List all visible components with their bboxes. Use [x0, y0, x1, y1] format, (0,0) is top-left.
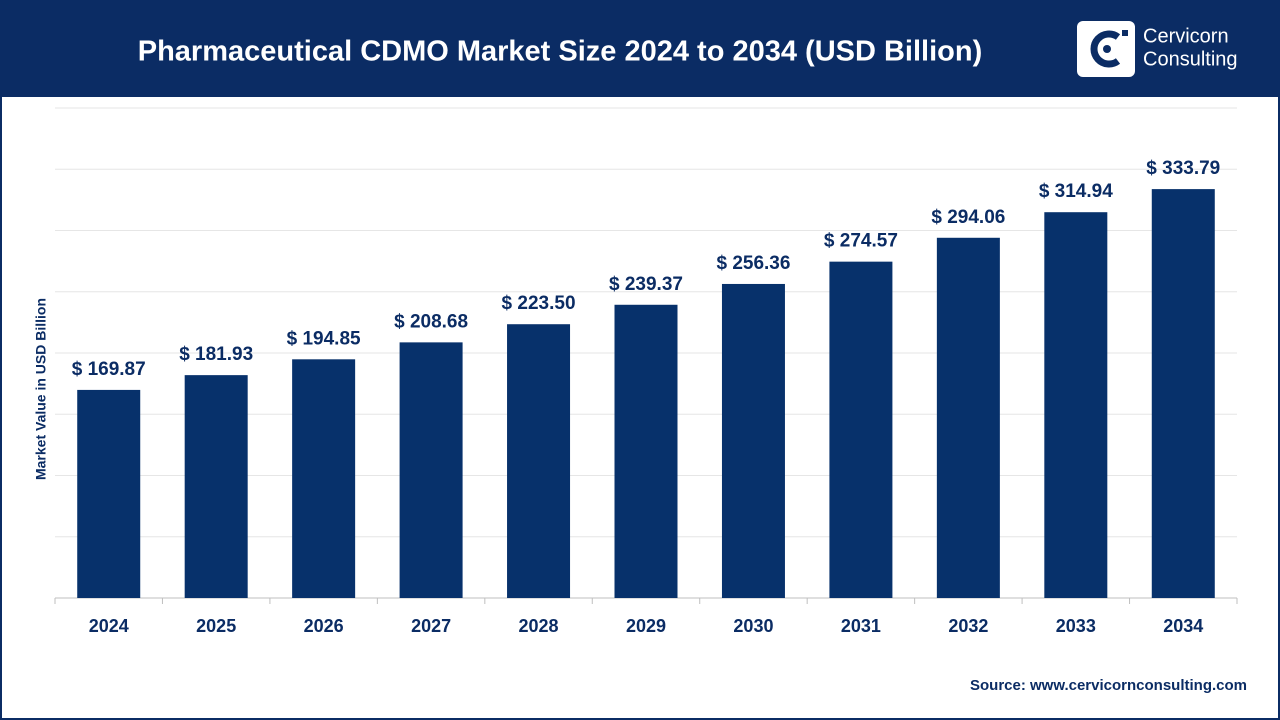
- value-label: $ 294.06: [931, 207, 1005, 228]
- x-tick-label: 2034: [1163, 616, 1203, 636]
- value-label: $ 181.93: [179, 344, 253, 365]
- value-label: $ 239.37: [609, 274, 683, 295]
- x-tick-label: 2029: [626, 616, 666, 636]
- bar: [1044, 212, 1108, 599]
- value-label: $ 256.36: [716, 253, 790, 274]
- x-tick-label: 2030: [733, 616, 773, 636]
- value-label: $ 194.85: [287, 328, 361, 349]
- bar: [184, 375, 248, 598]
- bar: [721, 283, 785, 598]
- bar: [614, 304, 678, 598]
- bar: [1151, 189, 1215, 599]
- value-label: $ 223.50: [502, 293, 576, 314]
- value-label: $ 314.94: [1039, 181, 1113, 202]
- header-band: [0, 0, 1280, 97]
- x-tick-label: 2031: [841, 616, 881, 636]
- logo-text: Cervicorn: [1143, 25, 1229, 47]
- value-label: $ 169.87: [72, 359, 146, 380]
- x-tick-label: 2026: [304, 616, 344, 636]
- value-label: $ 333.79: [1146, 158, 1220, 179]
- bar: [292, 359, 356, 598]
- x-tick-label: 2027: [411, 616, 451, 636]
- x-tick-label: 2033: [1056, 616, 1096, 636]
- x-tick-label: 2032: [948, 616, 988, 636]
- source-note: Source: www.cervicornconsulting.com: [970, 677, 1247, 694]
- logo-text: Consulting: [1143, 48, 1238, 70]
- logo-icon: [1090, 30, 1121, 68]
- y-axis-label: Market Value in USD Billion: [33, 298, 49, 480]
- x-tick-label: 2028: [519, 616, 559, 636]
- x-tick-label: 2024: [89, 616, 129, 636]
- x-tick-label: 2025: [196, 616, 236, 636]
- bar: [507, 324, 571, 598]
- value-label: $ 274.57: [824, 231, 898, 252]
- bar: [399, 342, 463, 598]
- bar: [936, 237, 1000, 599]
- logo-square: [1122, 30, 1128, 36]
- chart-title: Pharmaceutical CDMO Market Size 2024 to …: [138, 36, 983, 68]
- bar: [77, 389, 141, 598]
- value-label: $ 208.68: [394, 311, 468, 332]
- logo-dot: [1103, 45, 1111, 53]
- bar: [829, 261, 893, 598]
